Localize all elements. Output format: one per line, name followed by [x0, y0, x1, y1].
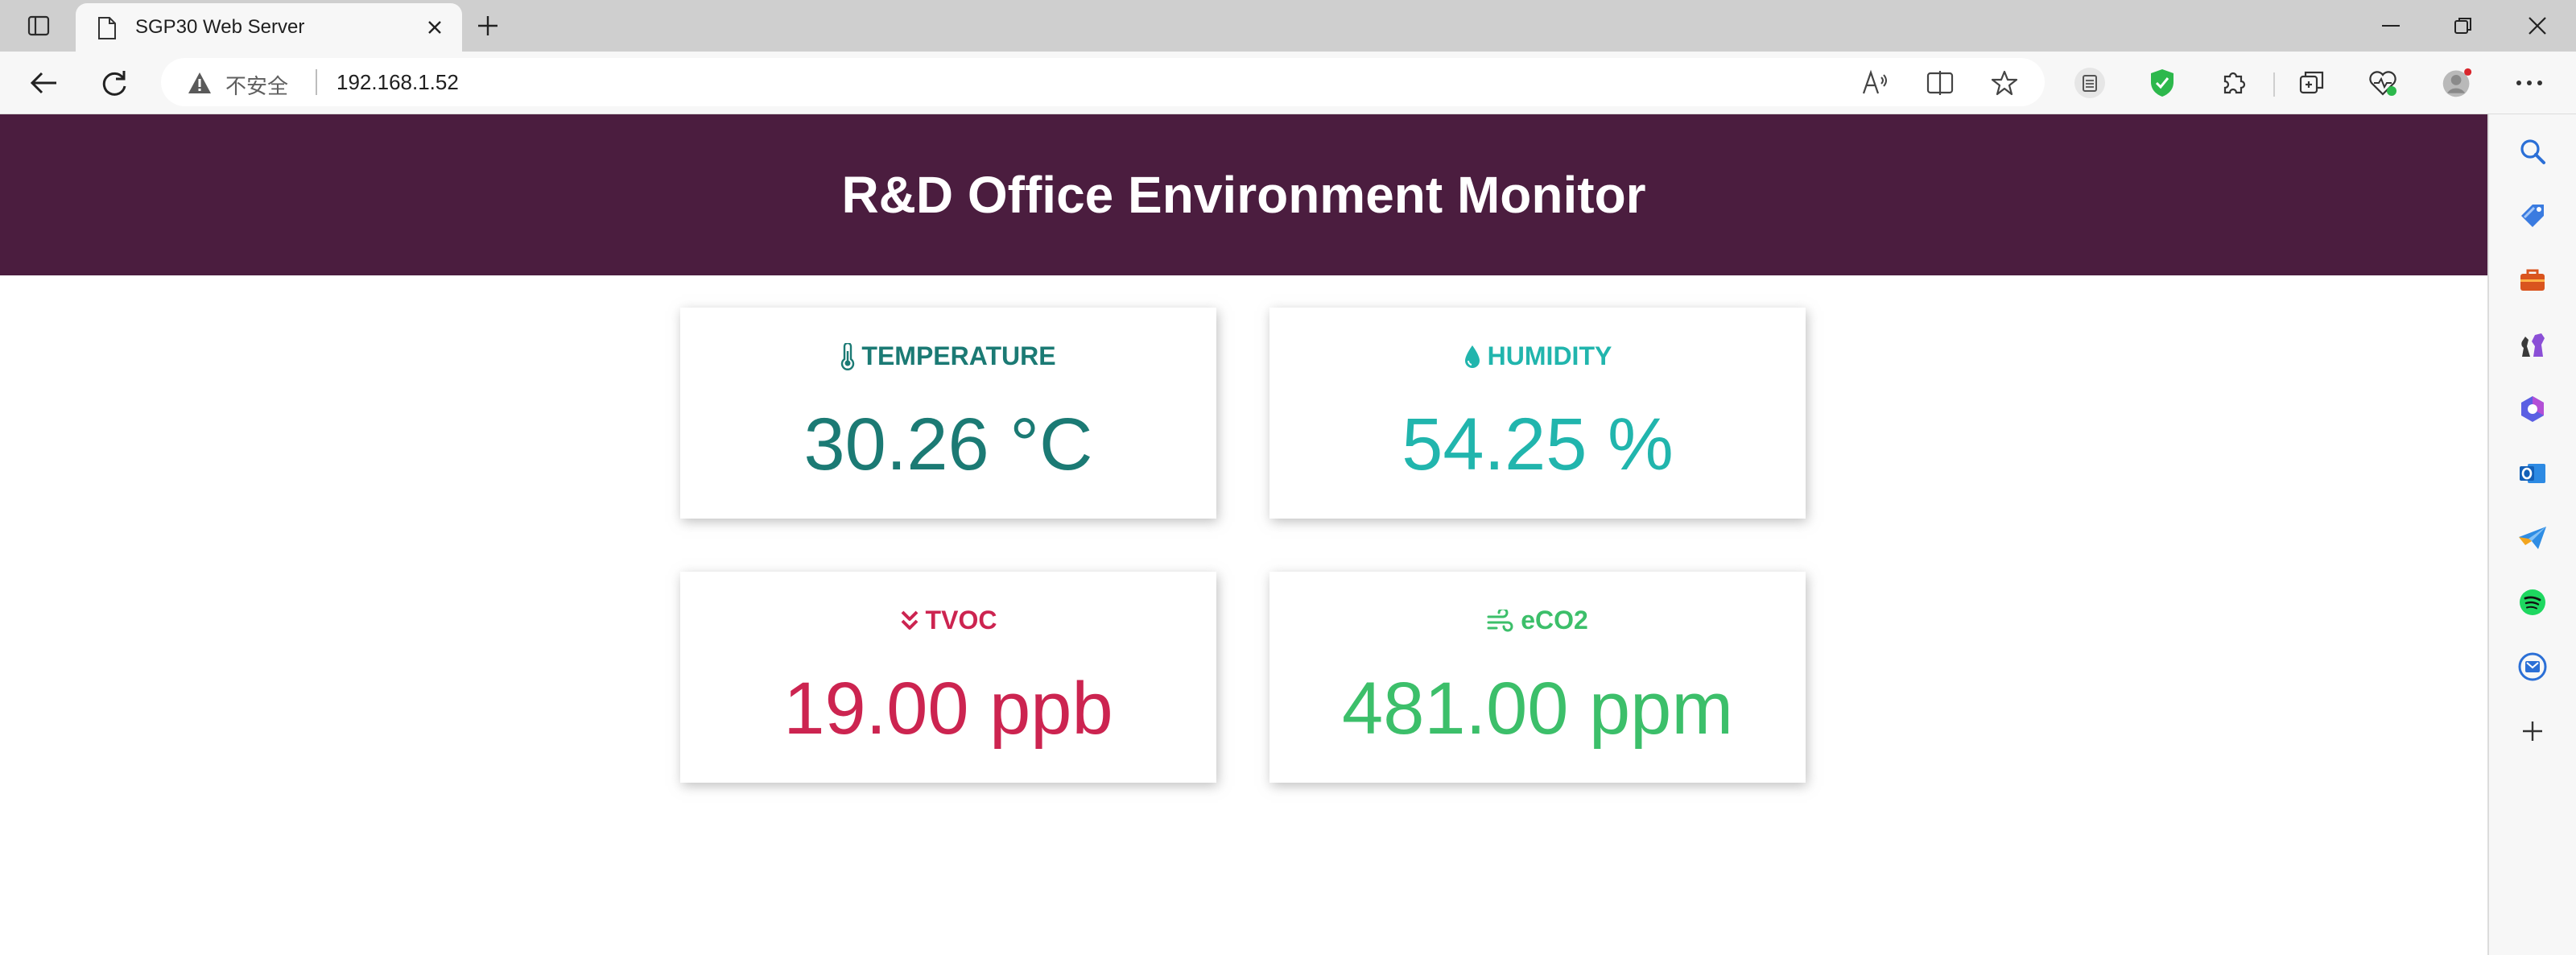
web-page: R&D Office Environment Monitor TEMPERATU…	[0, 114, 2487, 955]
temperature-label: TEMPERATURE	[861, 341, 1056, 370]
water-drop-icon	[1464, 345, 1480, 368]
toolbar-separator	[2273, 72, 2275, 97]
workspaces-button[interactable]	[2296, 67, 2328, 99]
sidebar-add-button[interactable]	[2513, 712, 2552, 750]
favorite-star-icon[interactable]	[1990, 69, 2019, 97]
shopping-tag-icon	[2521, 205, 2544, 227]
collections-icon	[2074, 68, 2105, 98]
read-aloud-icon[interactable]	[1861, 69, 1890, 97]
address-separator	[316, 69, 317, 95]
minimize-button[interactable]	[2375, 10, 2407, 42]
sidebar-extension-button[interactable]	[2513, 647, 2552, 686]
tvoc-label: TVOC	[925, 606, 997, 635]
profile-avatar-icon	[2442, 68, 2472, 97]
new-tab-button[interactable]	[472, 10, 504, 42]
security-label[interactable]: 不安全	[225, 74, 289, 98]
office-icon	[2521, 396, 2544, 422]
extensions-button[interactable]	[2217, 67, 2249, 99]
close-tab-icon[interactable]	[423, 16, 446, 39]
humidity-label: HUMIDITY	[1487, 341, 1612, 370]
tvoc-card-title: TVOC	[680, 606, 1216, 635]
eco2-card: eCO2 481.00 ppm	[1269, 572, 1806, 783]
url-text[interactable]: 192.168.1.52	[336, 70, 459, 94]
warning-icon	[188, 72, 211, 93]
thermometer-icon	[841, 342, 855, 370]
extensions-icon	[2223, 72, 2246, 94]
outlook-icon	[2520, 464, 2545, 483]
extension-icon	[2518, 652, 2547, 681]
wind-icon	[1487, 609, 1513, 631]
eco2-value: 481.00 ppm	[1342, 668, 1733, 750]
profile-button[interactable]	[2441, 67, 2473, 99]
split-screen-icon[interactable]	[1926, 69, 1955, 97]
sidebar-shopping-button[interactable]	[2513, 196, 2552, 235]
tvoc-card: TVOC 19.00 ppb	[680, 572, 1216, 783]
tab-actions-button[interactable]	[19, 10, 58, 42]
tab-actions-icon	[27, 15, 50, 36]
humidity-value: 54.25 %	[1402, 403, 1674, 486]
sidebar-games-button[interactable]	[2513, 325, 2552, 364]
send-icon	[2519, 527, 2546, 549]
page-icon	[98, 17, 116, 39]
add-icon	[2523, 721, 2542, 741]
more-menu-icon	[2516, 81, 2542, 85]
games-icon	[2521, 333, 2545, 357]
page-header: R&D Office Environment Monitor	[0, 114, 2487, 275]
collections-button[interactable]	[2074, 67, 2106, 99]
spotify-icon	[2520, 589, 2545, 615]
restore-icon	[2454, 18, 2471, 34]
reload-icon[interactable]	[98, 67, 130, 99]
close-window-button[interactable]	[2521, 10, 2553, 42]
workspaces-icon	[2299, 71, 2324, 94]
sidebar-office-button[interactable]	[2513, 390, 2552, 428]
shield-icon	[2151, 69, 2174, 97]
sidebar-outlook-button[interactable]	[2513, 454, 2552, 493]
humidity-card-title: HUMIDITY	[1269, 341, 1806, 371]
search-icon	[2520, 139, 2545, 164]
back-arrow-icon[interactable]	[27, 67, 60, 99]
humidity-card: HUMIDITY 54.25 %	[1269, 308, 1806, 519]
active-tab[interactable]: SGP30 Web Server	[76, 3, 462, 52]
tvoc-value: 19.00 ppb	[783, 668, 1113, 750]
double-chevron-down-icon	[901, 610, 918, 630]
tab-strip: SGP30 Web Server	[0, 0, 2576, 52]
more-menu-button[interactable]	[2513, 67, 2545, 99]
plus-icon	[478, 16, 497, 35]
temperature-card: TEMPERATURE 30.26 °C	[680, 308, 1216, 519]
sidebar-tools-button[interactable]	[2513, 261, 2552, 300]
browser-toolbar: 不安全 192.168.1.52	[0, 52, 2576, 114]
sidebar-send-button[interactable]	[2513, 519, 2552, 557]
eco2-card-title: eCO2	[1269, 606, 1806, 635]
temperature-value: 30.26 °C	[803, 403, 1093, 486]
sidebar-spotify-button[interactable]	[2513, 583, 2552, 622]
minimize-icon	[2382, 25, 2400, 27]
restore-button[interactable]	[2447, 10, 2479, 42]
tools-icon	[2520, 269, 2545, 291]
edge-sidebar	[2487, 114, 2576, 955]
page-title: R&D Office Environment Monitor	[841, 166, 1646, 224]
sidebar-search-button[interactable]	[2513, 132, 2552, 171]
browser-essentials-button[interactable]	[2367, 67, 2399, 99]
temperature-card-title: TEMPERATURE	[680, 341, 1216, 371]
address-bar[interactable]: 不安全 192.168.1.52	[161, 58, 2045, 106]
tab-title: SGP30 Web Server	[135, 16, 305, 38]
browser-essentials-icon	[2369, 71, 2396, 96]
close-icon	[2529, 17, 2546, 35]
adblock-button[interactable]	[2146, 67, 2178, 99]
eco2-label: eCO2	[1521, 606, 1588, 635]
